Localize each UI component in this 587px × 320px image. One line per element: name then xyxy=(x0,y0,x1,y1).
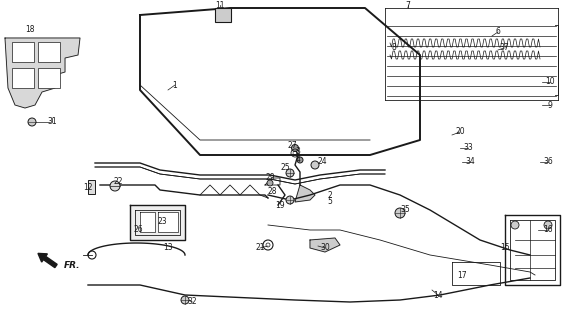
Text: 33: 33 xyxy=(463,143,473,153)
Text: 34: 34 xyxy=(465,157,475,166)
Text: 12: 12 xyxy=(83,183,93,193)
Text: 31: 31 xyxy=(47,117,57,126)
Text: 15: 15 xyxy=(500,244,510,252)
Text: 8: 8 xyxy=(392,44,396,52)
Text: 27: 27 xyxy=(287,140,297,149)
Polygon shape xyxy=(5,38,80,108)
Text: 13: 13 xyxy=(163,244,173,252)
Text: 25: 25 xyxy=(280,164,290,172)
Text: 16: 16 xyxy=(543,226,553,235)
Text: 2: 2 xyxy=(328,190,332,199)
Circle shape xyxy=(311,161,319,169)
Text: 18: 18 xyxy=(25,26,35,35)
Text: 28: 28 xyxy=(267,188,276,196)
Text: 7: 7 xyxy=(406,1,410,10)
Polygon shape xyxy=(140,212,155,232)
Polygon shape xyxy=(310,238,340,252)
Circle shape xyxy=(395,208,405,218)
Text: 4: 4 xyxy=(296,156,301,164)
Text: 5: 5 xyxy=(328,197,332,206)
Text: 3: 3 xyxy=(296,148,301,156)
Bar xyxy=(38,42,60,62)
Text: 24: 24 xyxy=(317,157,327,166)
Text: 26: 26 xyxy=(133,226,143,235)
Text: 35: 35 xyxy=(400,205,410,214)
Bar xyxy=(12,68,34,88)
Polygon shape xyxy=(295,185,315,202)
Text: 36: 36 xyxy=(543,157,553,166)
Bar xyxy=(215,8,231,22)
Text: FR.: FR. xyxy=(64,261,80,270)
Circle shape xyxy=(286,196,294,204)
Text: 11: 11 xyxy=(215,1,225,10)
Text: 14: 14 xyxy=(433,291,443,300)
Bar xyxy=(12,42,34,62)
Polygon shape xyxy=(158,212,178,232)
Text: 20: 20 xyxy=(455,127,465,137)
Circle shape xyxy=(267,180,273,186)
Circle shape xyxy=(286,169,294,177)
Text: 29: 29 xyxy=(265,173,275,182)
Circle shape xyxy=(110,181,120,191)
Text: 17: 17 xyxy=(457,270,467,279)
Text: 9: 9 xyxy=(548,100,552,109)
Bar xyxy=(88,180,95,194)
Circle shape xyxy=(181,296,189,304)
Text: 10: 10 xyxy=(545,77,555,86)
Text: 21: 21 xyxy=(255,244,265,252)
Circle shape xyxy=(511,221,519,229)
Polygon shape xyxy=(130,205,185,240)
FancyArrow shape xyxy=(38,253,57,268)
Text: 37: 37 xyxy=(499,44,509,52)
Text: 32: 32 xyxy=(187,298,197,307)
Circle shape xyxy=(28,118,36,126)
Text: 30: 30 xyxy=(320,244,330,252)
Text: 23: 23 xyxy=(157,218,167,227)
Circle shape xyxy=(292,145,299,151)
Text: 22: 22 xyxy=(113,178,123,187)
Bar xyxy=(38,68,60,88)
Circle shape xyxy=(544,221,552,229)
Text: 1: 1 xyxy=(173,81,177,90)
Circle shape xyxy=(297,157,303,163)
Text: 6: 6 xyxy=(495,28,501,36)
Text: 19: 19 xyxy=(275,201,285,210)
